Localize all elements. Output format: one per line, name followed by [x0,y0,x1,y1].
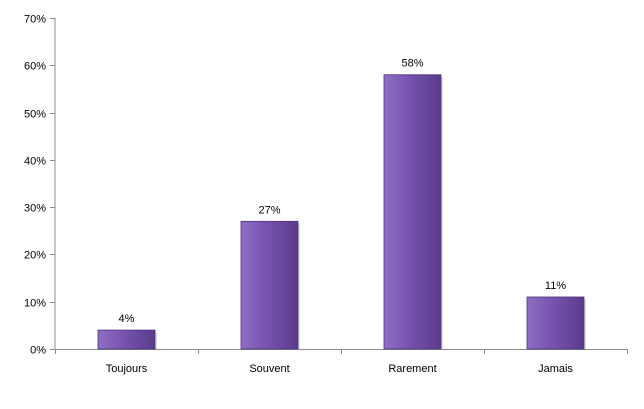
bar-toujours [97,329,156,350]
x-category-label: Toujours [106,363,148,375]
x-category-label: Jamais [538,363,573,375]
data-label: 58% [401,58,423,70]
x-category-label: Souvent [249,363,289,375]
y-tick-label: 40% [24,156,46,168]
x-axis-group [55,349,628,354]
bar-rarement [383,74,442,350]
y-tick-label: 50% [24,109,46,121]
bar-souvent [240,220,299,350]
x-category-label: Rarement [388,363,436,375]
y-tick-label: 30% [24,203,46,215]
y-tick-label: 20% [24,250,46,262]
bar-jamais [526,296,585,350]
y-tick-label: 70% [24,14,46,26]
y-tick-label: 0% [30,345,46,357]
bars-group [97,74,586,350]
labels-group: 4% Toujours 27% Souvent 58% Rarement 11% Jamais [106,58,574,375]
data-label: 27% [258,204,280,216]
data-label: 4% [119,313,135,325]
data-label: 11% [545,280,566,292]
y-tick-label: 60% [24,61,46,73]
y-tick-label: 10% [24,298,46,310]
y-axis-group: 0% 10% 20% 30% 40% 50% 60% 70% [24,14,56,357]
